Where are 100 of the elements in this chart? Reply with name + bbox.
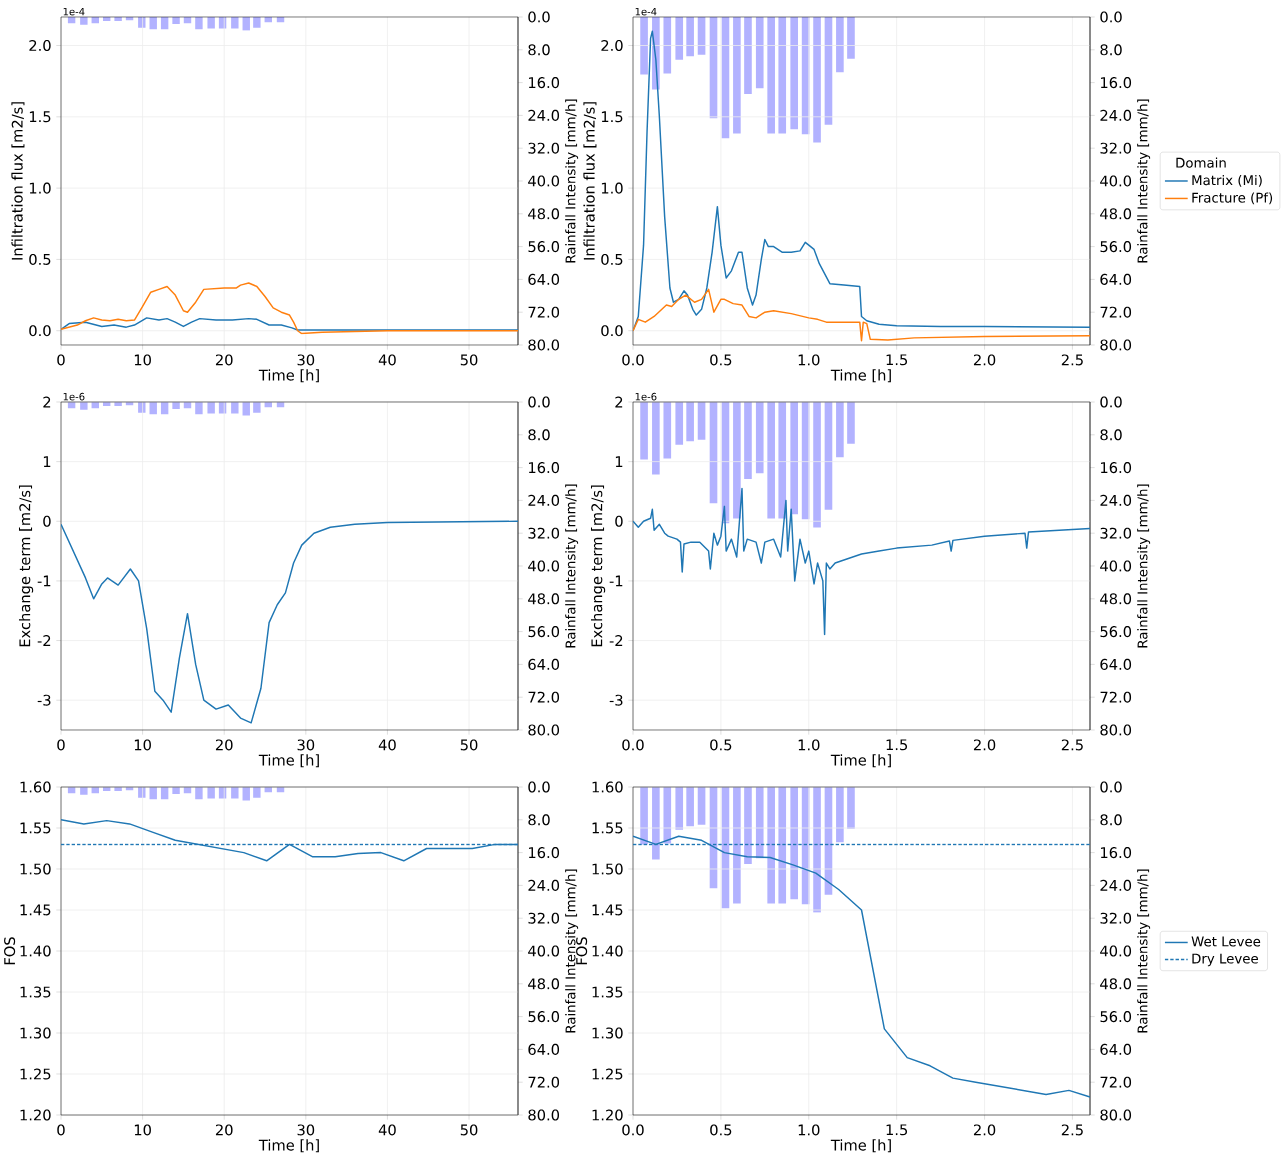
y-tick-label: 2.0 xyxy=(29,39,51,52)
y-tick-label: 0 xyxy=(43,515,51,527)
y2-tick-label: 64.0 xyxy=(1100,658,1132,670)
x-tick-label: 0 xyxy=(57,1124,65,1136)
x-tick-label: 0 xyxy=(57,354,65,366)
x-tick-label: 2.0 xyxy=(973,354,996,366)
legend-label: Dry Levee xyxy=(1192,953,1258,967)
y2-tick-label: 48.0 xyxy=(1100,978,1132,990)
y2-tick-label: 24.0 xyxy=(1100,879,1132,891)
bar xyxy=(778,402,787,519)
y-tick-label: 0.5 xyxy=(601,253,623,265)
bar xyxy=(640,402,648,460)
bar xyxy=(836,17,844,73)
x-tick-label: 20 xyxy=(215,354,233,366)
x-tick-label: 50 xyxy=(460,739,478,751)
y-axis-title: Infiltration flux [m2/s] xyxy=(11,102,25,260)
x-tick-label: 40 xyxy=(378,739,396,751)
y-tick-label: 0 xyxy=(615,515,623,527)
bar xyxy=(767,402,775,519)
y2-tick-label: 24.0 xyxy=(528,109,560,121)
bar xyxy=(790,787,799,900)
y2-tick-label: 64.0 xyxy=(1100,273,1132,285)
legend-label: Fracture (Pf) xyxy=(1192,192,1273,205)
y2-tick-label: 80.0 xyxy=(528,724,560,736)
y2-tick-label: 40.0 xyxy=(528,560,560,572)
x-tick-label: 20 xyxy=(215,739,233,751)
y2-tick-label: 32.0 xyxy=(528,142,560,154)
y2-tick-label: 72.0 xyxy=(1100,306,1132,318)
y-tick-label: -3 xyxy=(37,694,51,706)
y2-tick-label: 32.0 xyxy=(1100,142,1132,154)
x-tick-label: 30 xyxy=(297,739,315,751)
y2-tick-label: 72.0 xyxy=(1100,1076,1132,1088)
x-tick-label: 10 xyxy=(134,1124,151,1136)
text: 1e-6 xyxy=(635,392,657,401)
legend-title: Domain xyxy=(1176,157,1226,168)
bar xyxy=(813,17,821,143)
y2-tick-label: 40.0 xyxy=(528,945,560,957)
x-tick-label: 10 xyxy=(134,354,151,366)
y2-tick-label: 48.0 xyxy=(1100,208,1132,220)
bar xyxy=(697,402,706,440)
y2-tick-label: 72.0 xyxy=(528,691,560,703)
bar xyxy=(709,402,718,504)
bar xyxy=(697,787,706,825)
x-tick-label: 50 xyxy=(460,354,478,366)
y-tick-label: 0.0 xyxy=(601,325,623,337)
bar xyxy=(836,402,844,458)
bar xyxy=(663,17,672,74)
bar xyxy=(733,787,741,904)
x-axis-title: Time [h] xyxy=(258,369,319,383)
bar xyxy=(640,787,648,845)
x-tick-label: 2.5 xyxy=(1061,1124,1083,1136)
x-axis-title: Time [h] xyxy=(258,754,319,768)
bar xyxy=(652,787,660,860)
bar xyxy=(755,787,764,859)
bar xyxy=(836,787,844,843)
y-tick-label: 1 xyxy=(615,456,623,467)
bar xyxy=(675,402,684,445)
bar xyxy=(790,17,799,130)
y2-axis-title: Rainfall Intensity [mm/h] xyxy=(565,484,579,648)
y-tick-label: 1.50 xyxy=(20,863,51,875)
y-tick-label: 1.20 xyxy=(20,1109,51,1121)
x-tick-label: 2.5 xyxy=(1061,739,1083,751)
bar xyxy=(744,17,752,95)
x-tick-label: 1.5 xyxy=(886,739,908,751)
y2-tick-label: 72.0 xyxy=(1100,691,1132,703)
y2-axis-title: Rainfall Intensity [mm/h] xyxy=(1137,99,1151,263)
y2-tick-label: 80.0 xyxy=(528,339,560,351)
y2-tick-label: 64.0 xyxy=(528,1043,560,1055)
y2-tick-label: 40.0 xyxy=(1100,175,1132,187)
x-tick-label: 1.0 xyxy=(798,354,820,366)
y-axis-title: FOS xyxy=(576,937,588,965)
bar xyxy=(663,787,672,844)
x-tick-label: 1.0 xyxy=(798,1124,820,1136)
x-tick-label: 0.5 xyxy=(710,739,732,751)
y2-axis-title: Rainfall Intensity [mm/h] xyxy=(565,869,579,1033)
y2-tick-label: 8.0 xyxy=(528,429,550,441)
bar xyxy=(686,402,694,442)
y2-tick-label: 0.0 xyxy=(528,781,550,793)
y-tick-label: -2 xyxy=(37,635,51,646)
y-axis-title: Infiltration flux [m2/s] xyxy=(583,102,597,260)
bar xyxy=(733,402,741,519)
y2-tick-label: 32.0 xyxy=(528,912,560,924)
x-tick-label: 40 xyxy=(378,1124,396,1136)
x-tick-label: 1.5 xyxy=(886,1124,908,1136)
y2-tick-label: 0.0 xyxy=(1100,396,1122,408)
bar xyxy=(778,17,787,134)
y-tick-label: 1.55 xyxy=(592,822,623,834)
y-tick-label: -1 xyxy=(37,575,51,587)
y-axis-title: Exchange term [m2/s] xyxy=(590,485,606,647)
x-tick-label: 30 xyxy=(297,354,315,366)
y-tick-label: -2 xyxy=(609,635,623,646)
y2-tick-label: 72.0 xyxy=(528,306,560,318)
y2-tick-label: 48.0 xyxy=(528,208,560,220)
bar xyxy=(640,17,648,75)
y2-tick-label: 56.0 xyxy=(528,241,560,253)
y2-tick-label: 8.0 xyxy=(528,44,550,56)
y2-tick-label: 32.0 xyxy=(528,527,560,539)
legend-label: Wet Levee xyxy=(1191,936,1261,947)
y-tick-label: 1.45 xyxy=(592,904,623,916)
y2-tick-label: 56.0 xyxy=(528,1011,560,1023)
